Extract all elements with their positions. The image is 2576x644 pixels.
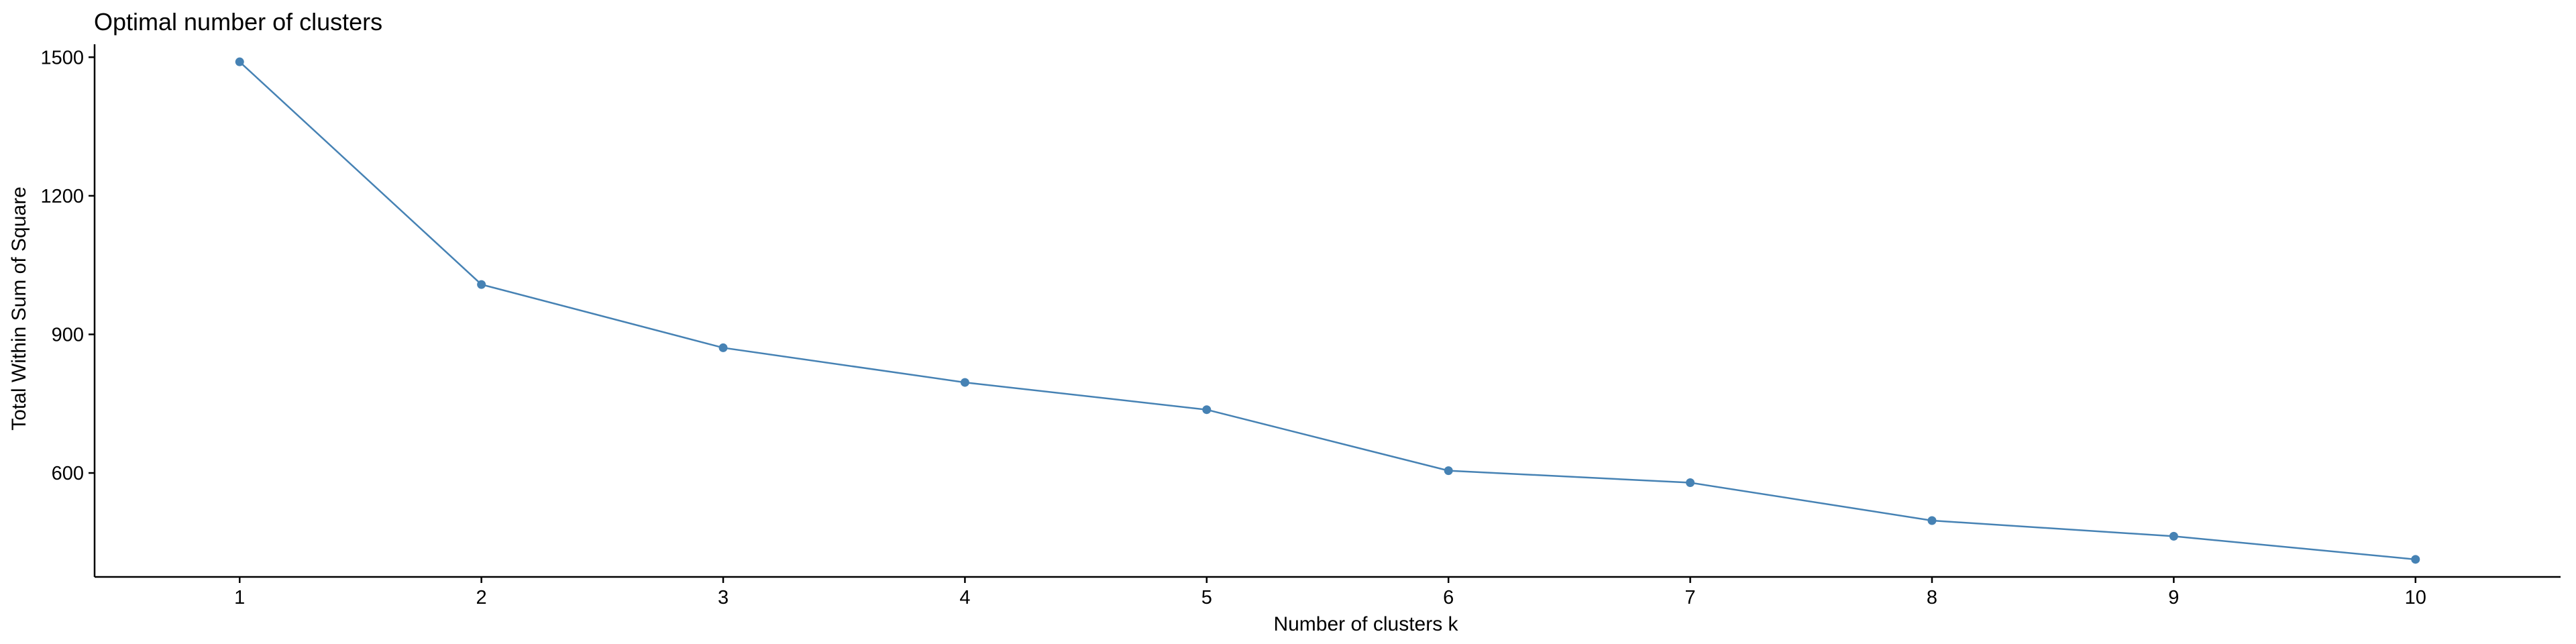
x-tick-label: 3 [718, 587, 729, 608]
x-tick-label: 8 [1927, 587, 1937, 608]
chart-title: Optimal number of clusters [94, 8, 382, 36]
x-tick-label: 1 [234, 587, 245, 608]
data-point [1927, 516, 1937, 525]
data-point [235, 57, 244, 66]
x-tick-label: 10 [2405, 587, 2426, 608]
y-tick-label: 900 [52, 324, 84, 345]
x-tick-label: 5 [1201, 587, 1212, 608]
x-tick-label: 2 [476, 587, 487, 608]
data-point [477, 280, 486, 289]
series-line [239, 61, 2416, 561]
x-tick-label: 6 [1443, 587, 1454, 608]
y-tick-label: 1500 [40, 47, 84, 68]
x-tick-label: 7 [1685, 587, 1696, 608]
data-point [2169, 531, 2178, 541]
plot-area [235, 57, 2420, 564]
data-point [1202, 405, 1212, 415]
x-axis: 1 2 3 4 5 6 7 8 9 10 [95, 576, 2561, 608]
data-point [960, 378, 969, 387]
x-tick-label: 9 [2168, 587, 2179, 608]
y-axis: 600 900 1200 1500 [40, 44, 96, 577]
y-tick-label: 600 [52, 463, 84, 484]
y-tick-label: 1200 [40, 186, 84, 207]
y-axis-title: Total Within Sum of Square [8, 186, 30, 431]
data-point [1444, 466, 1453, 476]
data-point [718, 343, 728, 352]
x-axis-title: Number of clusters k [1273, 613, 1458, 635]
data-point [2411, 555, 2420, 564]
data-point [1686, 478, 1695, 488]
x-tick-label: 4 [959, 587, 970, 608]
